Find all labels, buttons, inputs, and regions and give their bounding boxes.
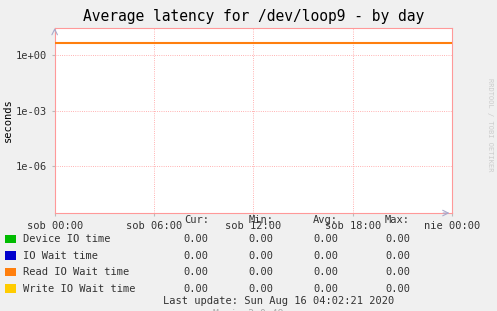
Text: Write IO Wait time: Write IO Wait time <box>23 284 136 294</box>
Text: Max:: Max: <box>385 216 410 225</box>
Text: Read IO Wait time: Read IO Wait time <box>23 267 130 277</box>
Text: 0.00: 0.00 <box>385 267 410 277</box>
Y-axis label: seconds: seconds <box>3 99 13 142</box>
Text: 0.00: 0.00 <box>184 267 209 277</box>
Text: 0.00: 0.00 <box>385 234 410 244</box>
Text: IO Wait time: IO Wait time <box>23 251 98 261</box>
Text: Min:: Min: <box>248 216 273 225</box>
Text: 0.00: 0.00 <box>313 251 338 261</box>
Text: Last update: Sun Aug 16 04:02:21 2020: Last update: Sun Aug 16 04:02:21 2020 <box>163 296 394 306</box>
Text: 0.00: 0.00 <box>184 251 209 261</box>
Title: Average latency for /dev/loop9 - by day: Average latency for /dev/loop9 - by day <box>83 9 424 24</box>
Text: Munin 2.0.49: Munin 2.0.49 <box>213 309 284 311</box>
Text: 0.00: 0.00 <box>313 284 338 294</box>
Text: 0.00: 0.00 <box>184 234 209 244</box>
Text: 0.00: 0.00 <box>248 251 273 261</box>
Text: 0.00: 0.00 <box>184 284 209 294</box>
Text: 0.00: 0.00 <box>385 284 410 294</box>
Text: 0.00: 0.00 <box>385 251 410 261</box>
Text: Device IO time: Device IO time <box>23 234 111 244</box>
Text: Avg:: Avg: <box>313 216 338 225</box>
Text: 0.00: 0.00 <box>313 234 338 244</box>
Text: 0.00: 0.00 <box>248 234 273 244</box>
Text: 0.00: 0.00 <box>248 267 273 277</box>
Text: 0.00: 0.00 <box>248 284 273 294</box>
Text: RRDTOOL / TOBI OETIKER: RRDTOOL / TOBI OETIKER <box>487 78 493 171</box>
Text: Cur:: Cur: <box>184 216 209 225</box>
Text: 0.00: 0.00 <box>313 267 338 277</box>
